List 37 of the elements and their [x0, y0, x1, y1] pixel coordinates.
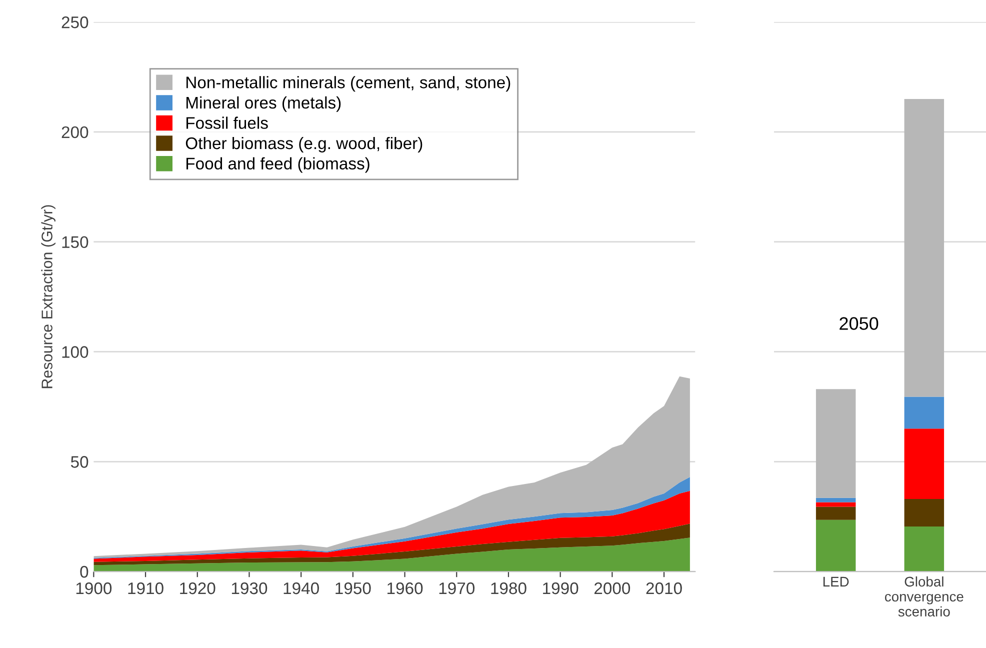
y-tick-label: 0 — [80, 566, 88, 578]
legend-label: Mineral ores (metals) — [186, 96, 341, 112]
x-tick-label: 1900 — [76, 582, 112, 594]
x-tick-label: 1920 — [180, 582, 216, 594]
x-tick-label: 1980 — [491, 582, 526, 594]
y-tick-label: 200 — [62, 126, 88, 138]
x-tick-label: 1950 — [336, 582, 371, 594]
y-tick-label: 100 — [62, 346, 88, 358]
bar — [816, 506, 856, 520]
bar — [816, 520, 856, 572]
bar — [904, 396, 944, 429]
x-tick-label: 1990 — [543, 582, 578, 594]
bar — [904, 98, 944, 397]
x-tick-label: 1960 — [388, 582, 423, 594]
x-tick-label: 1930 — [232, 582, 268, 594]
bar — [904, 499, 944, 526]
y-tick-label: 50 — [70, 456, 88, 468]
x-tick-label: LED — [823, 576, 849, 586]
bar — [904, 526, 944, 572]
annotation: 2050 — [840, 317, 878, 330]
x-tick-label: 1940 — [284, 582, 319, 594]
legend-label: Other biomass (e.g. wood, fiber) — [186, 136, 422, 152]
legend-label: Food and feed (biomass) — [186, 157, 370, 173]
y-tick-label: 150 — [62, 236, 88, 248]
x-tick-label: Global convergence scenario — [885, 576, 964, 617]
bar — [816, 498, 856, 502]
bar — [816, 389, 856, 498]
x-tick-label: 2010 — [646, 582, 682, 594]
y-axis-title: Resource Extraction (Gt/yr) — [41, 205, 56, 388]
legend-label: Fossil fuels — [186, 116, 268, 129]
legend-label: Non-metallic minerals (cement, sand, stone) — [186, 76, 510, 92]
bar — [816, 502, 856, 507]
x-tick-label: 2000 — [594, 582, 630, 594]
bar — [904, 428, 944, 499]
x-tick-label: 1970 — [439, 582, 475, 594]
x-tick-label: 1910 — [128, 582, 164, 594]
y-tick-label: 250 — [62, 16, 88, 28]
